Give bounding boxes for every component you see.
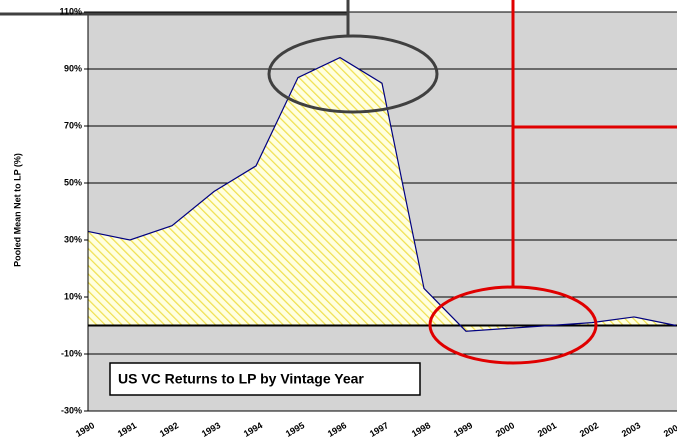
x-tick-label: 2002 — [578, 420, 600, 439]
line — [87, 56, 677, 332]
x-tick-label: 1992 — [158, 420, 180, 439]
y-tick-label: -30% — [61, 405, 82, 415]
y-tick-label: 10% — [64, 291, 82, 301]
x-tick-label: 2004 — [662, 420, 677, 439]
x-tick-label: 2000 — [494, 420, 516, 439]
y-tick-label: 90% — [64, 63, 82, 73]
x-tick-label: 1998 — [410, 420, 432, 439]
x-tick-label: 1997 — [368, 420, 390, 439]
x-tick-label: 1990 — [74, 420, 96, 439]
title-box — [109, 362, 421, 396]
y-tick-label: 30% — [64, 234, 82, 244]
x-tick-label: 1994 — [242, 420, 264, 439]
x-tick-label: 1991 — [116, 420, 138, 439]
x-tick-label: 2001 — [536, 420, 558, 439]
x-tick-label: 2003 — [620, 420, 642, 439]
x-tick-label: 1993 — [200, 420, 222, 439]
y-tick-label: 110% — [59, 6, 82, 16]
highlight-ellipse — [267, 34, 439, 114]
x-tick-label: 1995 — [284, 420, 306, 439]
x-tick-label: 1996 — [326, 420, 348, 439]
y-tick-label: 50% — [64, 177, 82, 187]
x-tick-label: 1999 — [452, 420, 474, 439]
y-axis-label: Pooled Mean Net to LP (%) — [12, 153, 22, 267]
chart-title: US VC Returns to LP by Vintage Year — [118, 371, 364, 387]
area-fill — [88, 57, 676, 332]
y-tick-label: -10% — [61, 348, 82, 358]
y-tick-label: 70% — [64, 120, 82, 130]
